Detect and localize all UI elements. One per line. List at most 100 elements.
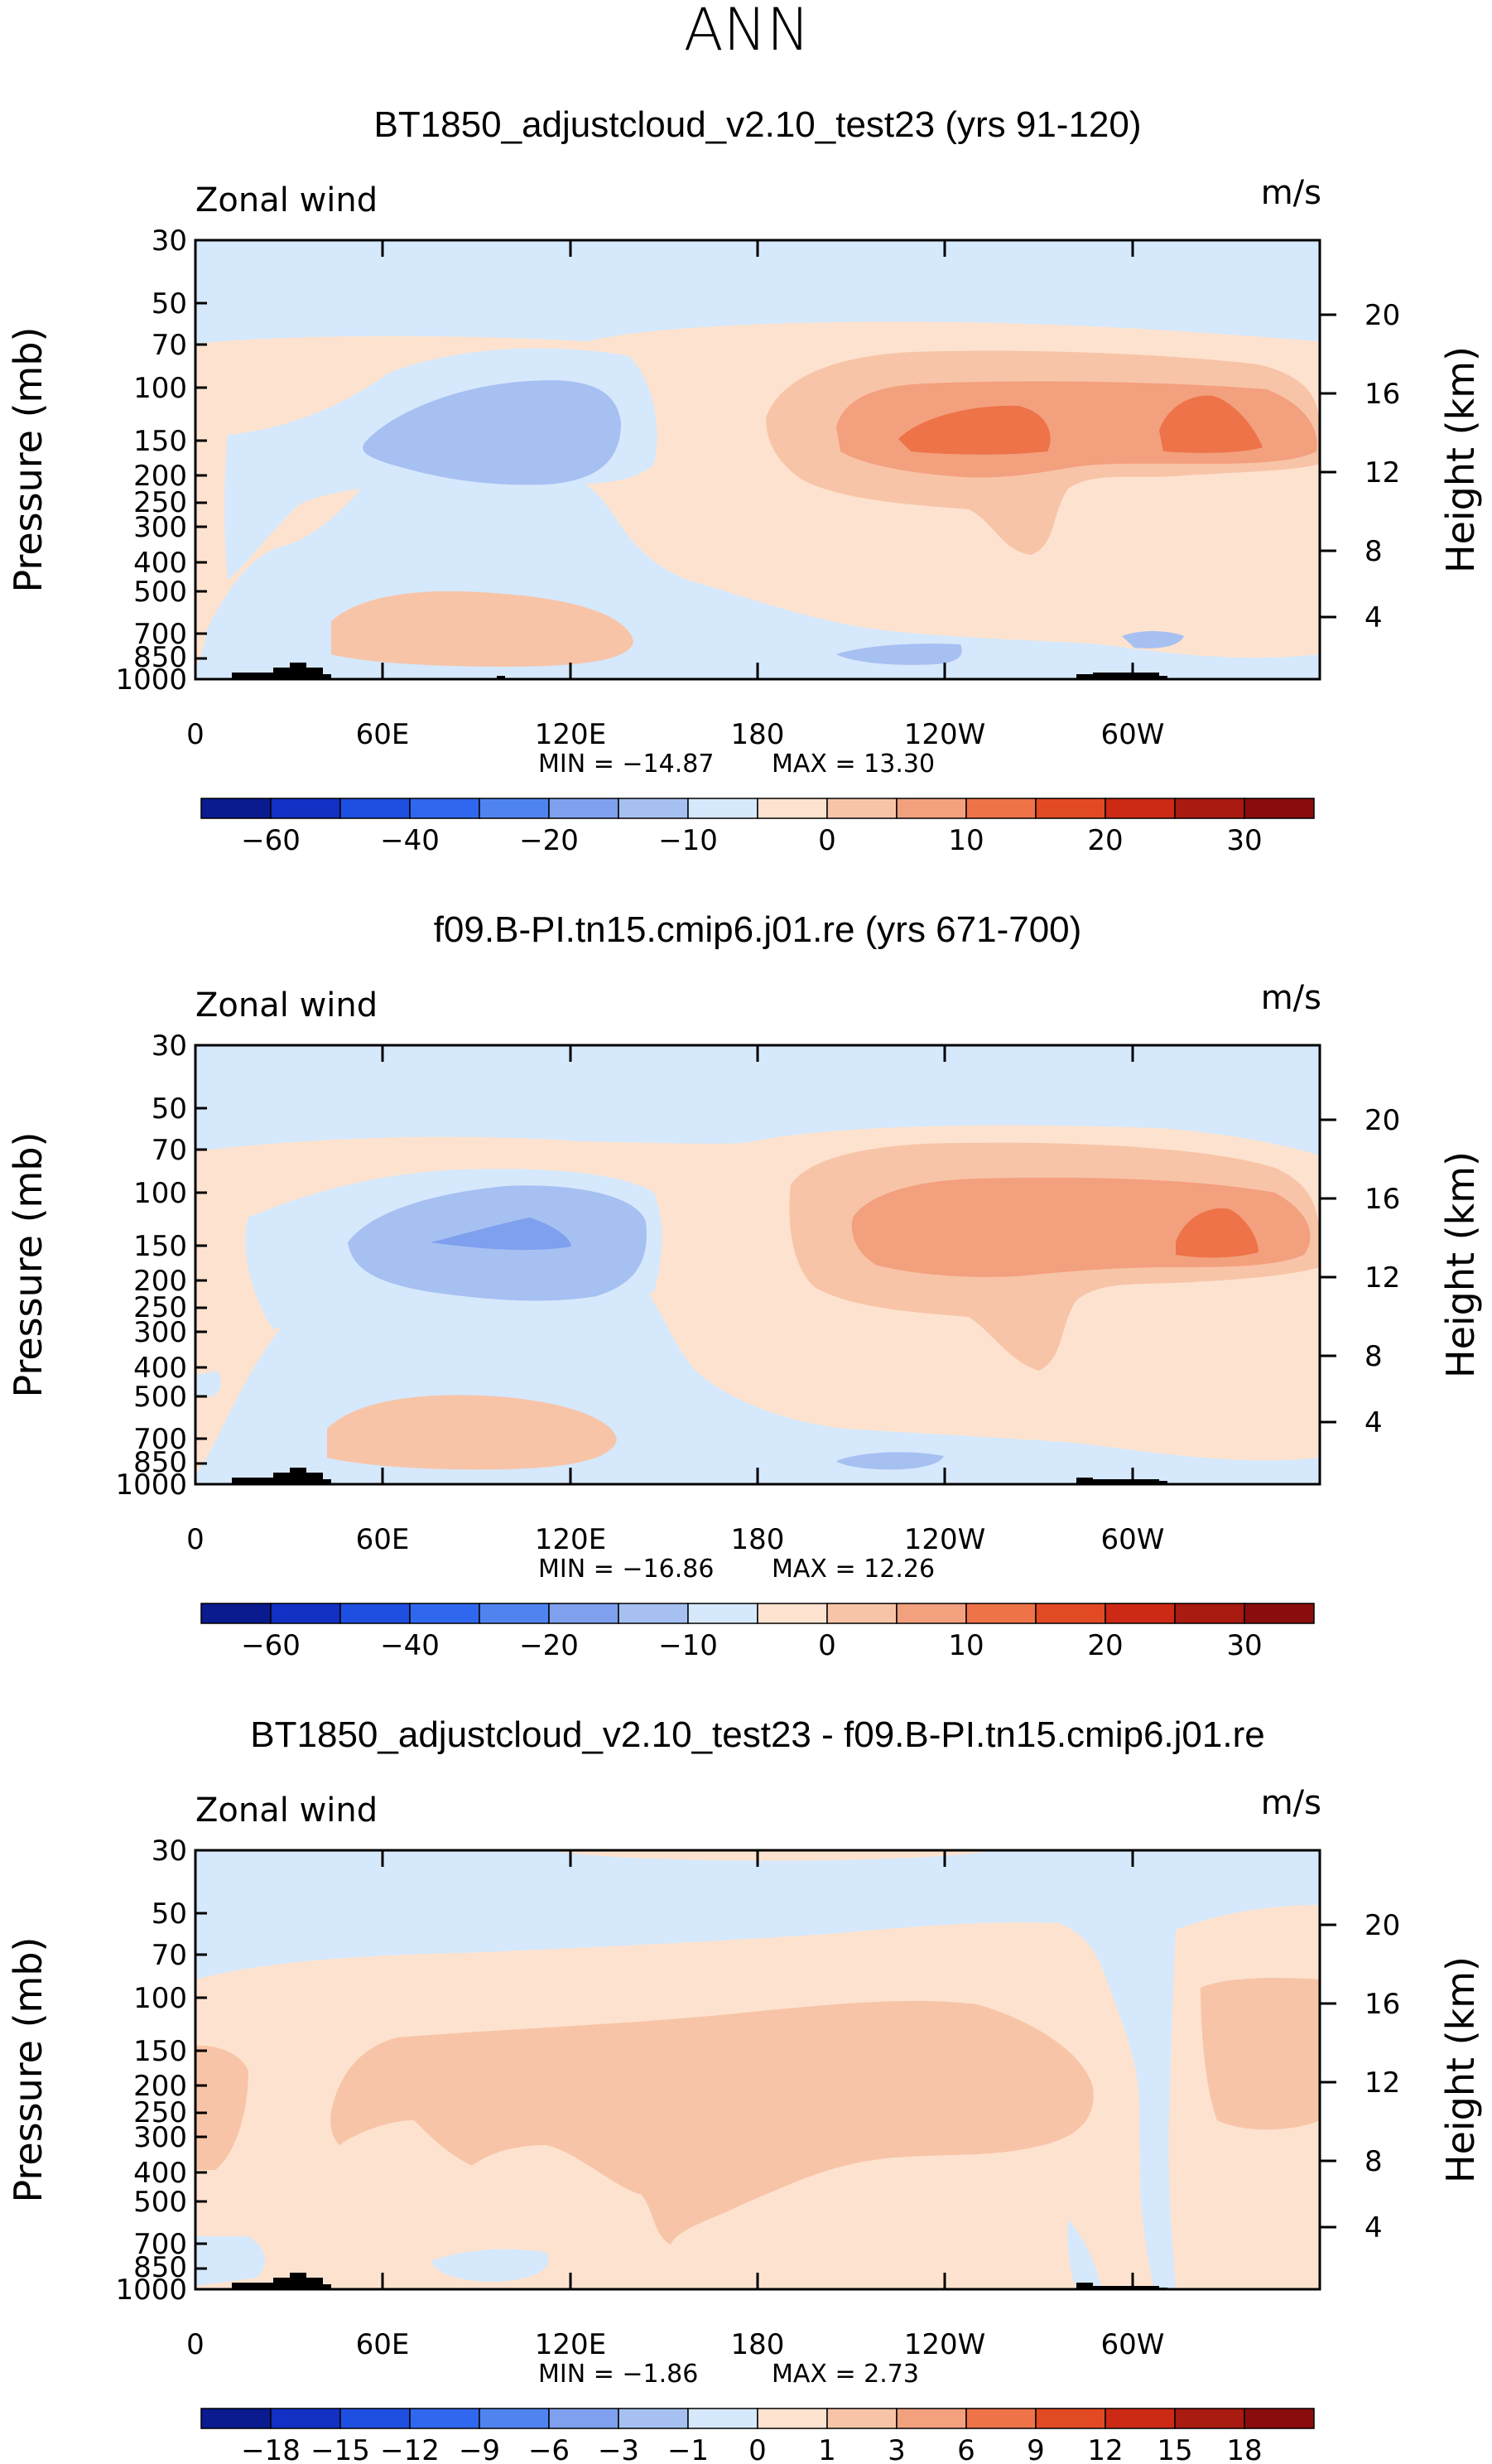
panel-3: BT1850_adjustcloud_v2.10_test23 - f09.B-…	[6, 1714, 1483, 2464]
colorbar-swatch	[270, 798, 341, 819]
panel-2-x-tick-labels: 0 60E 120E 180 120W 60W	[186, 1523, 1164, 1556]
panel-1-ytick-200: 200	[133, 460, 187, 493]
panel-1-ytick-300: 300	[133, 511, 187, 544]
panel-3-ytick-850: 850	[133, 2251, 187, 2284]
panel-2-ytick-250: 250	[133, 1291, 187, 1324]
panel-3-ytick-500: 500	[133, 2186, 187, 2219]
panel-1-xtick-5: 60W	[1101, 718, 1165, 751]
panel-3-ytick-300: 300	[133, 2121, 187, 2154]
panel-3-ytick-250: 250	[133, 2096, 187, 2129]
colorbar-swatch	[687, 798, 758, 819]
panel-3-region-positive-east-mid	[1201, 1978, 1320, 2130]
panel-1-max-value: MAX = 13.30	[772, 750, 935, 779]
panel-1-region-positive-low	[331, 591, 633, 667]
panel-1-x-tick-labels: 0 60E 120E 180 120W 60W	[186, 718, 1164, 751]
panel-1-xtick-1: 60E	[356, 718, 410, 751]
panel-3-y-ticks	[195, 1849, 1336, 2291]
panel-2-ytick-700: 700	[133, 1423, 187, 1456]
panel-1: BT1850_adjustcloud_v2.10_test23 (yrs 91-…	[6, 104, 1483, 857]
panel-2-ytick-150: 150	[133, 1230, 187, 1263]
panel-1-rtick-16: 16	[1364, 378, 1400, 411]
panel-1-ytick-100: 100	[133, 372, 187, 405]
panel-2: f09.B-PI.tn15.cmip6.j01.re (yrs 671-700)…	[6, 909, 1483, 1662]
colorbar-swatch	[1244, 1603, 1315, 1624]
panel-2-cb-label: −40	[380, 1629, 440, 1662]
colorbar-swatch	[965, 798, 1037, 819]
panel-1-min-value: MIN = −14.87	[538, 750, 714, 779]
panel-1-cb-label: −20	[519, 824, 579, 857]
panel-1-ytick-30: 30	[152, 224, 187, 258]
colorbar-swatch	[896, 1603, 967, 1624]
colorbar-swatch	[826, 1603, 898, 1624]
colorbar-swatch	[339, 2408, 411, 2429]
panel-2-contours	[195, 1045, 1320, 1484]
panel-2-colorbar	[200, 1603, 1315, 1624]
panel-2-cb-label: 20	[1087, 1629, 1123, 1662]
panel-2-region-positive-low	[327, 1395, 617, 1470]
panel-3-variable-label: Zonal wind	[195, 1791, 378, 1830]
colorbar-swatch	[409, 798, 480, 819]
panel-1-ytick-500: 500	[133, 576, 187, 609]
panel-1-region-negative-core	[363, 380, 621, 485]
panel-3-y-axis-label-right: Height (km)	[1438, 1956, 1483, 2183]
panel-2-max-value: MAX = 12.26	[772, 1555, 935, 1584]
panel-2-rtick-4: 4	[1364, 1406, 1383, 1439]
panel-3-y-tick-labels: 30 50 70 100 150 200 250 300 400 500 700…	[115, 1835, 1400, 2307]
panel-3-rtick-16: 16	[1364, 1988, 1400, 2021]
panel-3-ytick-200: 200	[133, 2070, 187, 2103]
panel-2-xtick-0: 0	[186, 1523, 205, 1556]
panel-2-ytick-400: 400	[133, 1352, 187, 1385]
panel-1-units-label: m/s	[1261, 174, 1321, 212]
colorbar-swatch	[757, 2408, 828, 2429]
panel-1-region-negative-small-2	[1122, 631, 1184, 649]
panel-3-xtick-3: 180	[731, 2328, 785, 2361]
colorbar-swatch	[409, 2408, 480, 2429]
panel-2-y-axis-label-right: Height (km)	[1438, 1151, 1483, 1378]
colorbar-swatch	[965, 2408, 1037, 2429]
panel-3-cb-label: −15	[310, 2434, 370, 2464]
panel-3-topography	[232, 2273, 1167, 2289]
panel-3-ytick-1000: 1000	[115, 2274, 187, 2307]
panel-2-colorbar-labels: −60 −40 −20 −10 0 10 20 30	[241, 1629, 1263, 1662]
panel-1-rtick-4: 4	[1364, 601, 1383, 634]
colorbar-swatch	[826, 2408, 898, 2429]
panel-2-cb-label: 10	[948, 1629, 984, 1662]
colorbar-swatch	[1244, 2408, 1315, 2429]
panel-1-rtick-20: 20	[1364, 299, 1400, 332]
panel-1-xtick-3: 180	[731, 718, 785, 751]
panel-1-xtick-4: 120W	[904, 718, 986, 751]
panel-1-ytick-50: 50	[152, 287, 187, 321]
panel-2-x-ticks	[194, 1045, 1134, 1484]
colorbar-swatch	[1174, 798, 1245, 819]
panel-2-cb-label: −20	[519, 1629, 579, 1662]
colorbar-swatch	[1105, 798, 1176, 819]
panel-3-ytick-50: 50	[152, 1897, 187, 1931]
panel-3-x-tick-labels: 0 60E 120E 180 120W 60W	[186, 2328, 1164, 2361]
panel-2-cb-label: −60	[241, 1629, 301, 1662]
panel-3-max-value: MAX = 2.73	[772, 2360, 919, 2389]
panel-1-y-axis-label-right: Height (km)	[1438, 346, 1483, 573]
panel-2-rtick-8: 8	[1364, 1340, 1383, 1373]
colorbar-swatch	[618, 798, 689, 819]
panel-1-cb-label: 20	[1087, 824, 1123, 857]
panel-1-ytick-850: 850	[133, 641, 187, 674]
colorbar-swatch	[270, 1603, 341, 1624]
colorbar-swatch	[965, 1603, 1037, 1624]
panel-1-rtick-12: 12	[1364, 456, 1400, 489]
panel-1-region-positive-edge	[195, 385, 225, 464]
colorbar-swatch	[200, 2408, 272, 2429]
panel-1-cb-label: −10	[658, 824, 718, 857]
panel-1-y-ticks	[195, 239, 1336, 681]
panel-3-cb-label: −9	[459, 2434, 500, 2464]
panel-3-contours	[195, 1850, 1320, 2289]
colorbar-swatch	[479, 798, 550, 819]
panel-1-region-negative-small-1	[836, 644, 962, 665]
colorbar-swatch	[548, 798, 619, 819]
panel-1-colorbar	[200, 798, 1315, 819]
panel-3-xtick-5: 60W	[1101, 2328, 1165, 2361]
colorbar-swatch	[757, 798, 828, 819]
colorbar-swatch	[339, 1603, 411, 1624]
panel-2-rtick-12: 12	[1364, 1261, 1400, 1295]
panel-2-region-negative-core	[431, 1218, 571, 1251]
panel-2-region-negative-edge	[195, 1371, 221, 1396]
